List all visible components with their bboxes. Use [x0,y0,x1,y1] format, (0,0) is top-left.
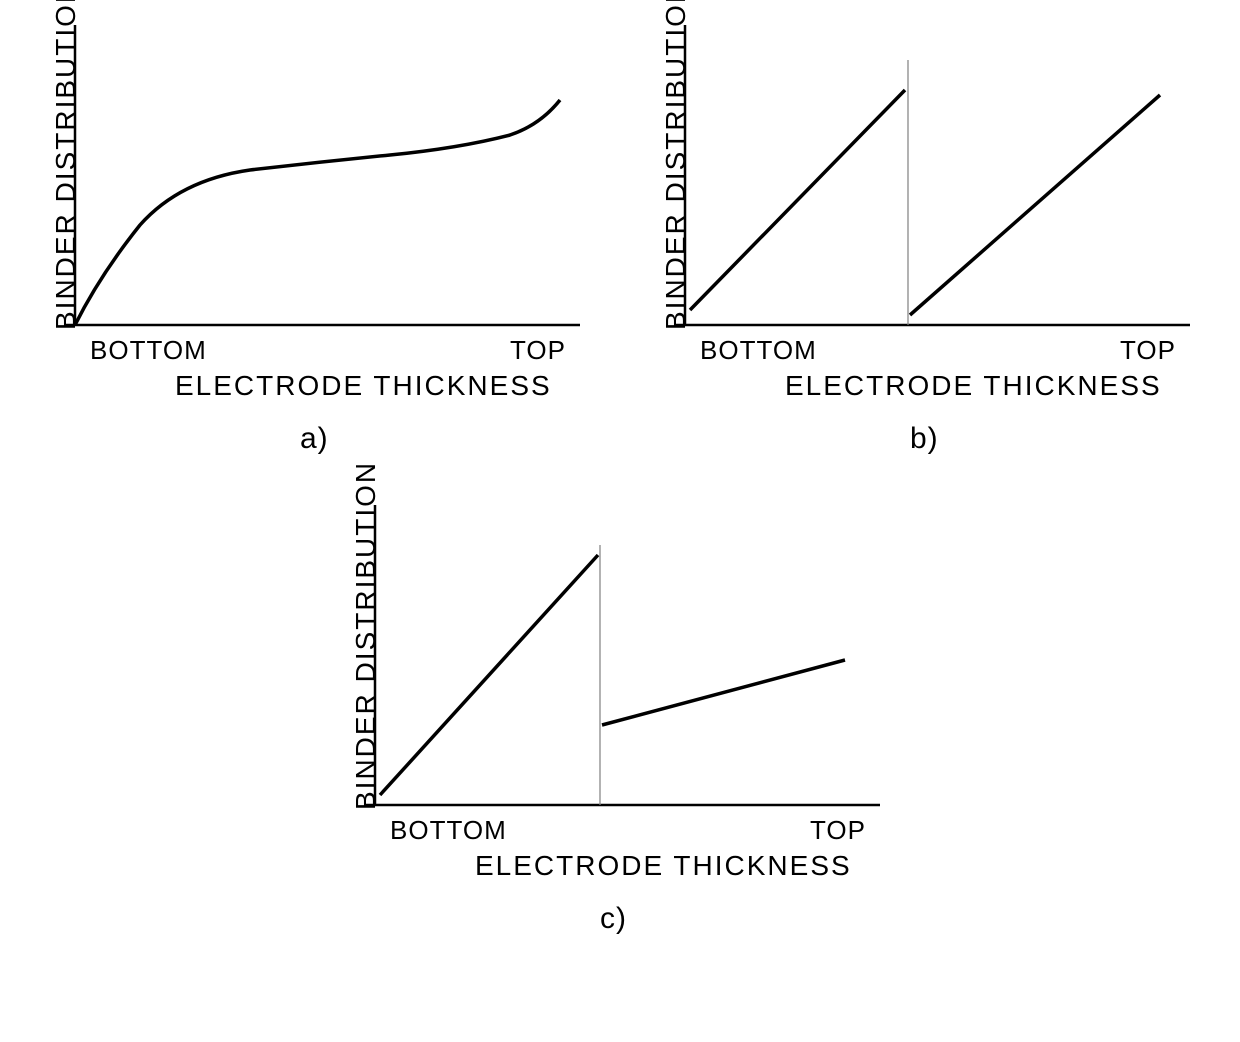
chart-a-sub-label: a) [300,422,329,456]
chart-a-y-label: BINDER DISTRIBUTION [50,0,82,330]
chart-c-line-1 [380,555,598,795]
chart-c-y-label: BINDER DISTRIBUTION [350,461,382,810]
chart-c-top-tick: TOP [810,815,866,846]
chart-a: BINDER DISTRIBUTION BOTTOM TOP ELECTRODE… [20,20,610,460]
chart-a-svg [20,20,610,360]
chart-b-line-2 [910,95,1160,315]
chart-a-curve [75,100,560,325]
chart-b-y-label: BINDER DISTRIBUTION [660,0,692,330]
chart-b-line-1 [690,90,905,310]
chart-b-x-label: ELECTRODE THICKNESS [785,370,1162,402]
chart-c: BINDER DISTRIBUTION BOTTOM TOP ELECTRODE… [320,500,910,940]
chart-a-x-label: ELECTRODE THICKNESS [175,370,552,402]
chart-c-x-label: ELECTRODE THICKNESS [475,850,852,882]
chart-a-bottom-tick: BOTTOM [90,335,207,366]
chart-a-top-tick: TOP [510,335,566,366]
chart-b-svg [630,20,1220,360]
chart-b: BINDER DISTRIBUTION BOTTOM TOP ELECTRODE… [630,20,1220,460]
chart-c-bottom-tick: BOTTOM [390,815,507,846]
chart-b-bottom-tick: BOTTOM [700,335,817,366]
chart-b-sub-label: b) [910,422,939,456]
chart-c-line-2 [602,660,845,725]
chart-c-svg [320,500,910,840]
chart-c-sub-label: c) [600,902,627,936]
chart-b-top-tick: TOP [1120,335,1176,366]
